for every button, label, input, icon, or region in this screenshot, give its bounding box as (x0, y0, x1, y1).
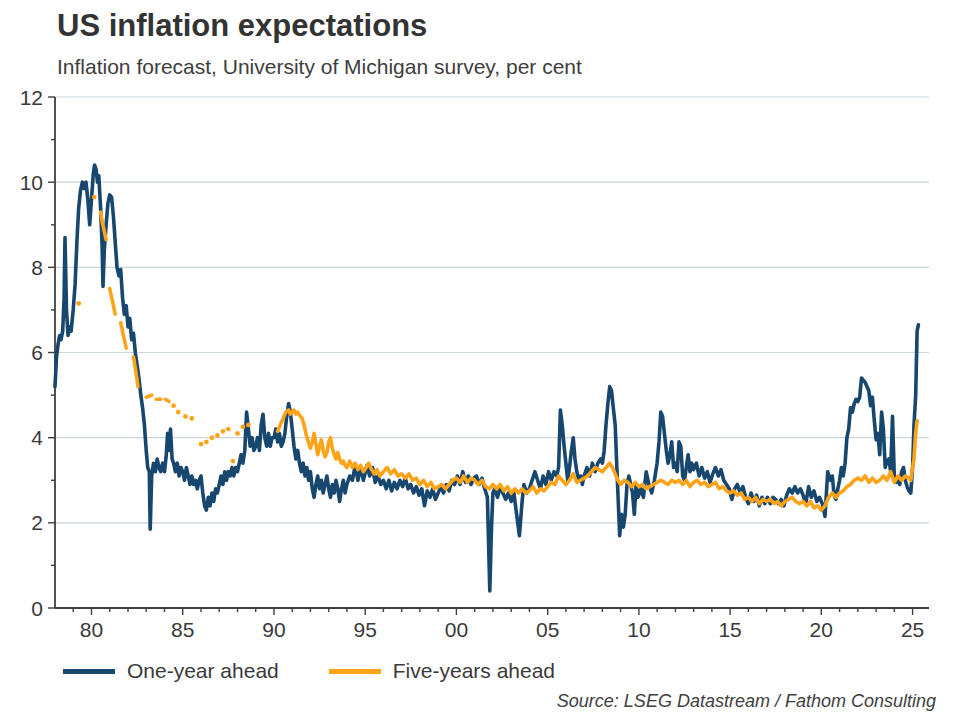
five-years-line-swatch (329, 669, 381, 674)
series-one-year-ahead (55, 165, 918, 591)
x-tick-label: 10 (627, 618, 650, 641)
y-tick-label: 6 (31, 341, 43, 364)
one-year-line-swatch (63, 669, 115, 674)
y-tick-label: 0 (31, 597, 43, 620)
legend-item-five-years: Five-years ahead (329, 659, 555, 683)
inflation-expectations-chart: 0 2 4 6 8 10 12 80 85 90 95 00 05 10 15 20 25 (0, 0, 960, 720)
chart-legend: One-year ahead Five-years ahead (63, 659, 555, 683)
chart-page: US inflation expectations Inflation fore… (0, 0, 960, 720)
x-tick-label: 95 (354, 618, 377, 641)
x-tick-label: 00 (445, 618, 468, 641)
x-tick-label: 25 (901, 618, 924, 641)
y-tick-label: 10 (20, 171, 43, 194)
y-axis-ticks: 0 2 4 6 8 10 12 (20, 86, 55, 620)
x-axis-ticks: 80 85 90 95 00 05 10 15 20 25 (73, 608, 924, 641)
y-tick-label: 2 (31, 511, 43, 534)
x-tick-label: 90 (262, 618, 285, 641)
y-tick-label: 12 (20, 86, 43, 109)
y-tick-label: 4 (31, 426, 43, 449)
legend-label-one-year: One-year ahead (127, 659, 279, 683)
gridlines (55, 97, 929, 523)
y-tick-label: 8 (31, 256, 43, 279)
x-tick-label: 15 (718, 618, 741, 641)
legend-item-one-year: One-year ahead (63, 659, 279, 683)
source-attribution: Source: LSEG Datastream / Fathom Consult… (557, 691, 936, 712)
x-tick-label: 05 (536, 618, 559, 641)
x-tick-label: 20 (810, 618, 833, 641)
x-tick-label: 85 (171, 618, 194, 641)
legend-label-five-years: Five-years ahead (393, 659, 555, 683)
x-tick-label: 80 (80, 618, 103, 641)
